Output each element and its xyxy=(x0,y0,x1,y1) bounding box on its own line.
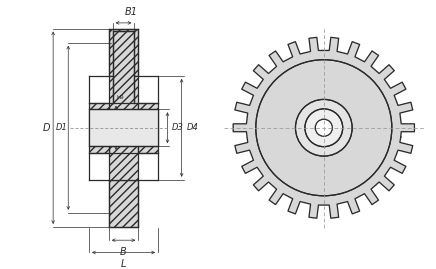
Bar xyxy=(138,103,158,153)
Text: B: B xyxy=(120,247,127,257)
Text: L: L xyxy=(121,259,126,269)
Polygon shape xyxy=(233,37,415,218)
Circle shape xyxy=(305,109,343,147)
Circle shape xyxy=(246,50,401,205)
Text: D3: D3 xyxy=(172,123,184,132)
Bar xyxy=(109,29,138,76)
Text: D1: D1 xyxy=(56,123,68,132)
Text: D: D xyxy=(43,123,50,133)
Circle shape xyxy=(315,119,332,136)
Text: D4: D4 xyxy=(186,123,198,132)
Bar xyxy=(89,109,158,146)
Bar xyxy=(89,103,109,153)
Text: B1: B1 xyxy=(125,7,138,17)
Circle shape xyxy=(256,60,392,196)
Bar xyxy=(109,180,138,227)
Bar xyxy=(109,76,138,180)
Circle shape xyxy=(296,100,352,156)
Text: D2: D2 xyxy=(99,122,110,131)
Text: H9: H9 xyxy=(117,95,125,100)
Bar xyxy=(112,31,134,103)
